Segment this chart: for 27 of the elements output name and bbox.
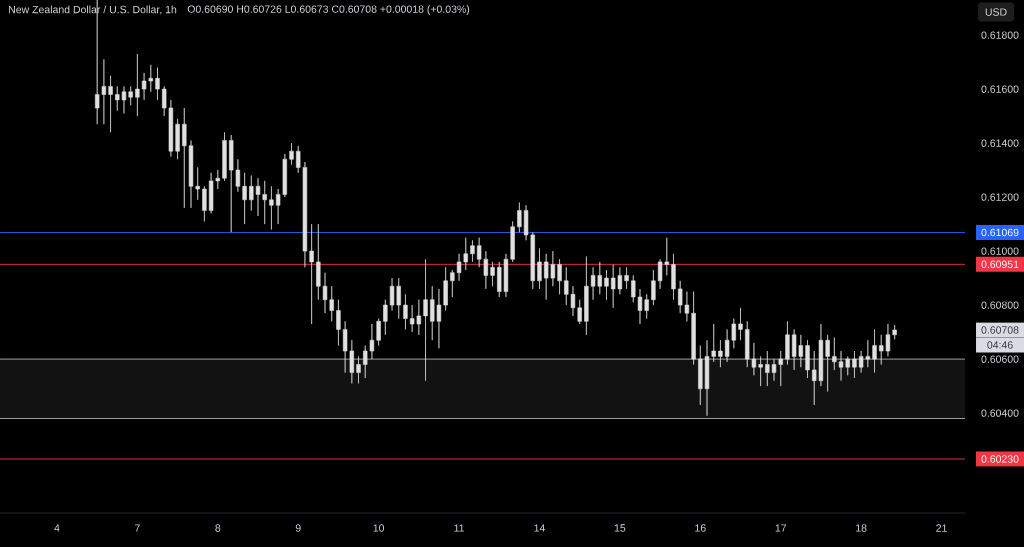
x-tick-label: 11	[454, 524, 464, 532]
x-tick-label: 4	[54, 524, 60, 532]
x-tick-label: 10	[373, 524, 385, 532]
y-axis-title: USD	[985, 8, 1007, 16]
x-tick-label: 8	[215, 524, 221, 532]
y-tick-label: 0.61600	[981, 85, 1019, 93]
y-tick-label: 0.60800	[981, 301, 1019, 309]
x-tick-label: 14	[534, 524, 545, 532]
x-tick-label: 7	[135, 524, 140, 532]
ref-line-label: 0.60951	[981, 260, 1019, 269]
text: 04:46	[987, 341, 1013, 349]
y-tick-label: 0.61800	[981, 31, 1019, 39]
ref-line-label: 0.60230	[981, 455, 1019, 463]
y-tick-label: 0.60400	[981, 409, 1019, 417]
y-tick-label: 0.61400	[981, 139, 1019, 147]
y-tick-label: 0.61000	[981, 247, 1019, 255]
x-tick-label: 21	[936, 524, 947, 532]
x-tick-label: 16	[695, 524, 706, 532]
y-tick-label: 0.60600	[981, 355, 1019, 363]
x-tick-label: 18	[856, 524, 867, 532]
text: 0.60708	[981, 326, 1019, 334]
ref-line-label: 0.61069	[981, 228, 1019, 237]
y-tick-label: 0.61200	[981, 193, 1019, 201]
x-tick-label: 15	[614, 524, 626, 532]
x-tick-label: 9	[295, 524, 301, 532]
x-tick-label: 17	[775, 524, 787, 532]
chart-subtitle: O0.60690 H0.60726 L0.60673 C0.60708 +0.00018 (+0.03%)	[187, 5, 470, 15]
